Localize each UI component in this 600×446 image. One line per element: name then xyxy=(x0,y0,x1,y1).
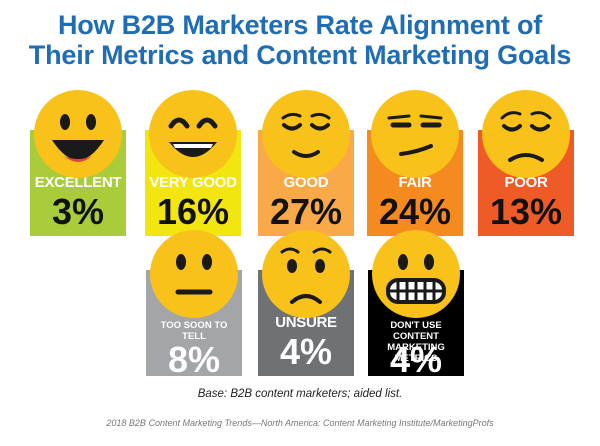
title-line-2: Their Metrics and Content Marketing Goal… xyxy=(28,40,572,70)
smirk-face-icon xyxy=(369,88,461,180)
base-note: Base: B2B content marketers; aided list. xyxy=(197,388,403,400)
neutral-face-icon xyxy=(148,228,240,320)
rating-label: FAIR xyxy=(398,174,432,191)
rating-value: 8% xyxy=(167,339,221,380)
rating-label: POOR xyxy=(504,174,548,191)
big-grin-face-icon xyxy=(32,88,124,180)
rating-value: 24% xyxy=(378,191,452,232)
rating-label: EXCELLENT xyxy=(34,174,122,191)
rating-value: 16% xyxy=(156,191,230,232)
rating-label: UNSURE xyxy=(275,314,337,331)
rating-label: TOO SOON TO TELL xyxy=(160,320,228,342)
worried-face-icon xyxy=(260,228,352,320)
rating-value: 3% xyxy=(51,191,105,232)
source-note: 2018 B2B Content Marketing Trends—North … xyxy=(106,418,494,428)
rating-label: GOOD xyxy=(283,174,329,191)
rating-value: 27% xyxy=(269,191,343,232)
grimace-face-icon xyxy=(370,228,462,320)
smile-face-icon xyxy=(147,88,239,180)
rating-value: 13% xyxy=(489,191,563,232)
title-line-1: How B2B Marketers Rate Alignment of xyxy=(57,10,543,40)
rating-value: 4% xyxy=(389,339,443,380)
content-face-icon xyxy=(260,88,352,180)
chart-title: How B2B Marketers Rate Alignment of Thei… xyxy=(0,10,600,70)
sad-face-icon xyxy=(480,88,572,180)
rating-label: VERY GOOD xyxy=(149,174,237,191)
rating-value: 4% xyxy=(279,331,333,372)
rating-label: DON'T USE CONTENT MARKETING METRICS xyxy=(387,320,445,364)
